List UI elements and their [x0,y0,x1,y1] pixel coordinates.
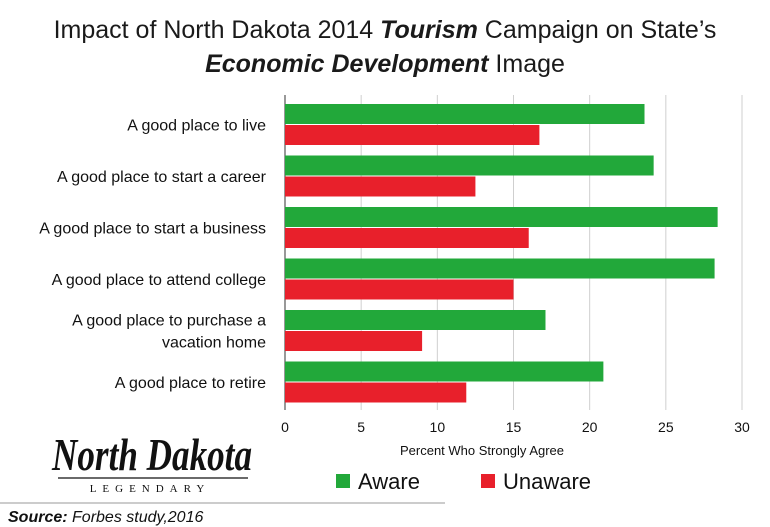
x-tick-label: 30 [734,419,750,435]
category-label-line: A good place to start a career [57,169,267,186]
category-label: A good place to start a career [57,169,267,186]
category-label: A good place to live [127,118,266,135]
source-label: Source: [8,509,68,526]
x-tick-label: 20 [582,419,598,435]
chart-title-part: Image [488,50,564,78]
x-tick-label: 25 [658,419,674,435]
x-tick-label: 0 [281,419,289,435]
category-label: A good place to retire [115,375,266,392]
chart-title-part: Campaign on State’s [478,16,717,44]
chart-title-emphasis: Economic Development [205,50,490,78]
category-label: A good place to start a business [39,221,266,238]
logo-tagline: LEGENDARY [90,483,211,495]
x-tick-label: 15 [506,419,522,435]
category-label-line: A good place to retire [115,375,266,392]
north-dakota-legendary-logo: North Dakota LEGENDARY [51,429,252,495]
legend-swatch-unaware [481,474,495,488]
legend-label-aware: Aware [358,469,420,494]
x-axis-title: Percent Who Strongly Agree [400,443,564,458]
bar-aware [285,310,546,330]
category-label-line: A good place to live [127,118,266,135]
chart-title-part: Impact of North Dakota 2014 [54,16,381,44]
bar-unaware [285,331,423,351]
bar-aware [285,207,718,227]
bar-unaware [285,125,540,145]
category-label-line: vacation home [162,335,266,352]
logo-wordmark: North Dakota [51,429,252,480]
bar-aware [285,104,645,124]
bars [285,104,718,403]
x-tick-labels: 0 5 10 15 20 25 30 [281,419,750,435]
chart-title-line-2: Economic Development Image [205,50,565,78]
bar-unaware [285,279,514,300]
category-label-line: A good place to start a business [39,221,266,238]
chart-title-emphasis: Tourism [380,16,478,44]
x-tick-label: 10 [430,419,446,435]
category-labels: A good place to live A good place to star… [39,118,266,393]
bar-aware [285,258,715,279]
category-label-line: A good place to attend college [52,272,266,289]
legend-label-unaware: Unaware [503,469,591,494]
source-note: Source: Forbes study,2016 [8,509,203,526]
bar-unaware [285,382,467,403]
x-tick-label: 5 [357,419,365,435]
gridlines [284,95,743,410]
bar-unaware [285,176,476,197]
legend: Aware Unaware [336,469,591,494]
category-label: A good place to purchase a vacation home [72,313,266,352]
category-label-line: A good place to purchase a [72,313,266,330]
category-label: A good place to attend college [52,272,266,289]
source-text: Forbes study,2016 [68,509,204,526]
chart-title-line-1: Impact of North Dakota 2014 Tourism Camp… [54,16,717,44]
bar-aware [285,155,654,176]
bar-unaware [285,228,529,248]
bar-aware [285,361,604,382]
legend-swatch-aware [336,474,350,488]
